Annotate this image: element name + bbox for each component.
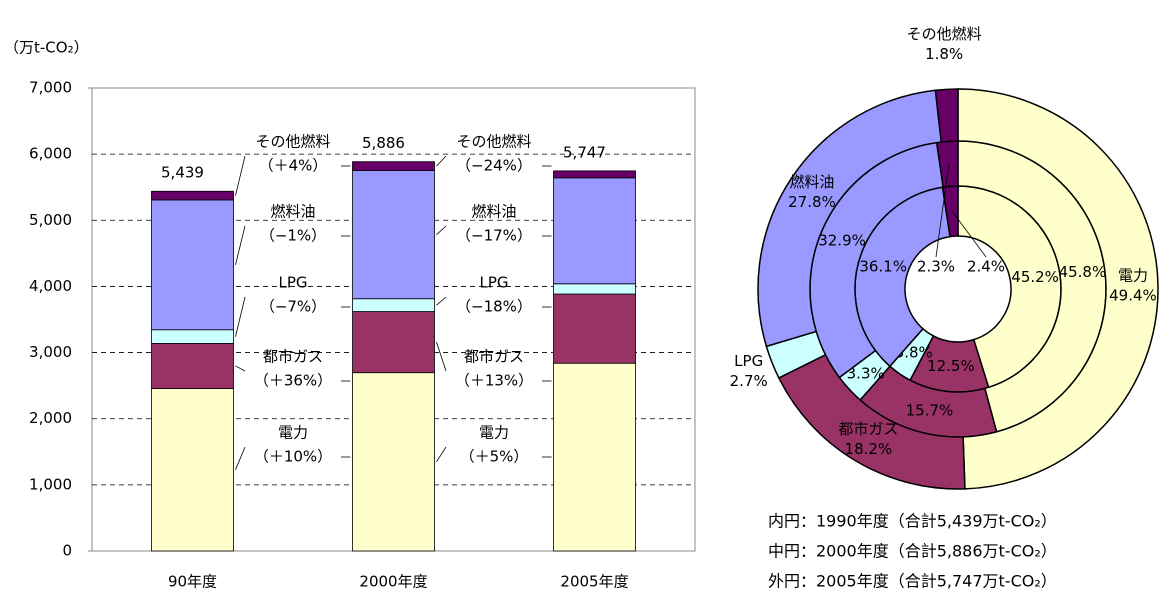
bar-segment bbox=[151, 199, 234, 331]
slice-label: 2.7% bbox=[730, 372, 768, 390]
slice-name: 燃料油 bbox=[789, 173, 834, 191]
bar-segment bbox=[151, 343, 234, 389]
y-tick-label: 3,000 bbox=[29, 343, 72, 361]
change-label: （−24%） bbox=[456, 157, 532, 175]
change-label: （−1%） bbox=[260, 227, 326, 245]
slice-name: 都市ガス bbox=[838, 420, 898, 438]
bar-segment bbox=[352, 311, 435, 374]
leader-line bbox=[235, 365, 246, 372]
bar-segment bbox=[553, 293, 636, 364]
ring-caption: 中円：2000年度（合計5,886万t-CO₂） bbox=[768, 542, 1057, 561]
leader-line bbox=[436, 446, 447, 463]
y-tick-label: 4,000 bbox=[29, 277, 72, 295]
leader-line bbox=[235, 296, 246, 337]
slice-label: 12.5% bbox=[927, 357, 975, 375]
slice-label: 45.2% bbox=[1011, 268, 1059, 286]
change-label: （−7%） bbox=[260, 298, 326, 316]
y-tick-label: 5,000 bbox=[29, 211, 72, 229]
slice-label: 15.7% bbox=[906, 402, 954, 420]
change-label: （−18%） bbox=[456, 298, 532, 316]
slice-label: 2.4% bbox=[967, 258, 1005, 276]
leader-line bbox=[951, 210, 987, 258]
donut-slice bbox=[957, 88, 1159, 490]
slice-label: 18.2% bbox=[845, 440, 893, 458]
leader-line bbox=[235, 155, 246, 196]
bar-segment bbox=[553, 283, 636, 295]
total-label: 5,747 bbox=[563, 143, 606, 161]
x-tick-label: 90年度 bbox=[168, 573, 217, 591]
change-label: （＋10%） bbox=[254, 448, 332, 466]
series-name: LPG bbox=[479, 274, 508, 292]
leader-line bbox=[235, 225, 246, 265]
leader-line bbox=[436, 341, 447, 372]
series-name: 燃料油 bbox=[471, 203, 516, 221]
bar-segment bbox=[151, 388, 234, 552]
series-name: その他燃料 bbox=[456, 133, 531, 151]
slice-label: 3.3% bbox=[847, 365, 885, 383]
y-tick-label: 1,000 bbox=[29, 475, 72, 493]
bar-segment bbox=[553, 170, 636, 179]
slice-label: 36.1% bbox=[859, 258, 907, 276]
slice-name: 電力 bbox=[1118, 266, 1148, 284]
series-name: 電力 bbox=[479, 424, 509, 442]
total-label: 5,886 bbox=[362, 134, 405, 152]
donut-slice bbox=[934, 88, 959, 143]
bar-segment bbox=[553, 177, 636, 285]
total-label: 5,439 bbox=[161, 164, 204, 182]
series-name: 燃料油 bbox=[270, 203, 315, 221]
slice-label: 1.8% bbox=[925, 45, 963, 63]
bar-segment bbox=[553, 362, 636, 552]
bar-segment bbox=[352, 161, 435, 172]
y-tick-label: 7,000 bbox=[29, 79, 72, 97]
slice-label: 49.4% bbox=[1109, 286, 1157, 304]
y-axis-label: （万t-CO₂） bbox=[4, 39, 89, 57]
y-tick-label: 2,000 bbox=[29, 409, 72, 427]
slice-label: 27.8% bbox=[788, 193, 836, 211]
series-name: その他燃料 bbox=[255, 133, 330, 151]
change-label: （＋36%） bbox=[254, 372, 332, 390]
series-name: 都市ガス bbox=[464, 348, 524, 366]
bar-segment bbox=[151, 190, 234, 201]
leader-line bbox=[436, 225, 447, 235]
bar-segment bbox=[151, 329, 234, 344]
change-label: （＋5%） bbox=[460, 448, 529, 466]
leader-line bbox=[235, 446, 246, 470]
slice-label: 2.3% bbox=[917, 258, 955, 276]
slice-label: 32.9% bbox=[818, 231, 866, 249]
series-name: 電力 bbox=[278, 424, 308, 442]
leader-line bbox=[935, 163, 950, 258]
y-tick-label: 6,000 bbox=[29, 145, 72, 163]
change-label: （−17%） bbox=[456, 227, 532, 245]
y-tick-label: 0 bbox=[62, 542, 72, 560]
slice-label: 45.8% bbox=[1059, 263, 1107, 281]
slice-name: LPG bbox=[734, 352, 763, 370]
change-label: （＋4%） bbox=[259, 157, 328, 175]
series-name: LPG bbox=[278, 274, 307, 292]
change-label: （＋13%） bbox=[455, 372, 533, 390]
bar-segment bbox=[352, 170, 435, 300]
leader-line bbox=[436, 296, 447, 306]
x-tick-label: 2005年度 bbox=[560, 573, 628, 591]
bar-segment bbox=[352, 372, 435, 552]
leader-line bbox=[436, 155, 447, 167]
bar-segment bbox=[352, 298, 435, 312]
ring-caption: 外円：2005年度（合計5,747万t-CO₂） bbox=[768, 572, 1057, 591]
x-tick-label: 2000年度 bbox=[359, 573, 427, 591]
ring-caption: 内円：1990年度（合計5,439万t-CO₂） bbox=[768, 512, 1057, 531]
series-name: 都市ガス bbox=[263, 348, 323, 366]
slice-name: その他燃料 bbox=[907, 25, 982, 43]
